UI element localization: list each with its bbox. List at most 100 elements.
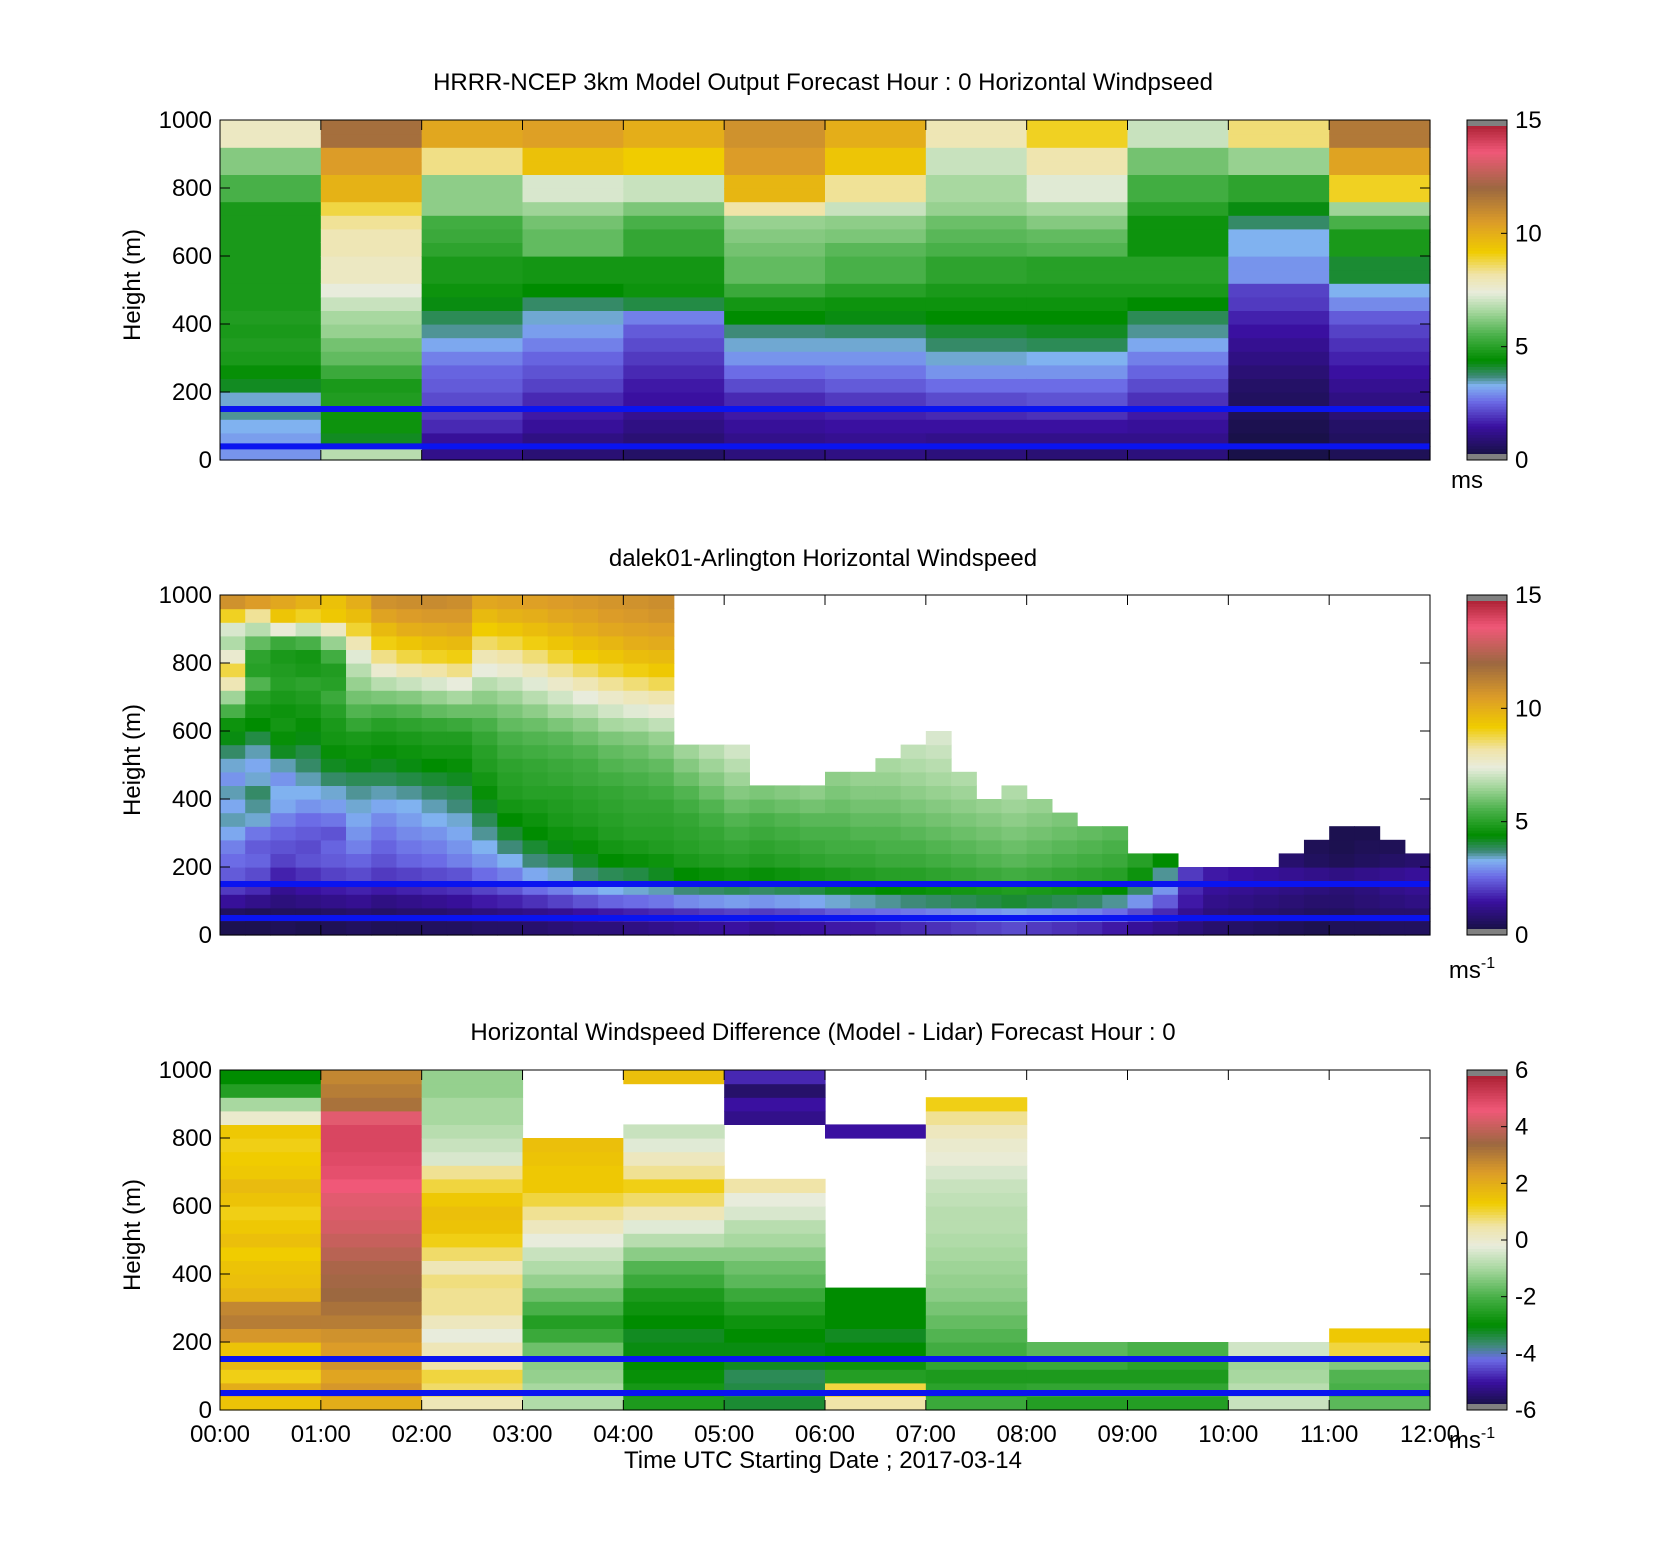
heatmap-cell: [547, 649, 574, 664]
colorbar-segment: [1467, 1325, 1507, 1329]
colorbar-segment: [1467, 671, 1507, 675]
heatmap-cell: [623, 351, 725, 366]
colorbar-segment: [1467, 335, 1507, 339]
heatmap-cell: [320, 1233, 423, 1248]
heatmap-cell: [396, 785, 423, 800]
heatmap-cell: [925, 839, 952, 854]
heatmap-cell: [572, 731, 599, 746]
heatmap-cell: [320, 1328, 423, 1343]
heatmap-cell: [421, 1301, 524, 1316]
heatmap-cell: [623, 649, 650, 664]
heatmap-cell: [623, 1138, 725, 1153]
colorbar-segment: [1467, 275, 1507, 280]
heatmap-cell: [547, 731, 574, 746]
heatmap-cell: [598, 744, 624, 759]
heatmap-cell: [951, 921, 977, 936]
heatmap-cell: [648, 690, 675, 705]
heatmap-cell: [799, 812, 826, 827]
colorbar-segment: [1467, 697, 1507, 701]
heatmap-cell: [1228, 310, 1330, 325]
heatmap-cell: [497, 826, 524, 841]
colorbar-segment: [1467, 1398, 1507, 1402]
colorbar-segment: [1467, 1155, 1507, 1159]
heatmap-cell: [220, 1165, 322, 1180]
heatmap-cell: [648, 744, 675, 759]
heatmap-cell: [724, 1192, 826, 1207]
heatmap-cell: [270, 622, 297, 637]
colorbar-segment: [1467, 414, 1507, 418]
heatmap-cell: [1127, 1369, 1229, 1384]
heatmap-cell: [522, 1301, 624, 1316]
heatmap-cell: [572, 717, 599, 732]
colorbar-segment: [1467, 657, 1507, 661]
heatmap-cell: [1077, 839, 1103, 854]
colorbar-segment: [1467, 1225, 1507, 1230]
colorbar-segment: [1467, 139, 1507, 144]
heatmap-cell: [623, 703, 650, 718]
heatmap-cell: [522, 690, 549, 705]
heatmap-cell: [1127, 242, 1229, 257]
heatmap-cell: [925, 785, 952, 800]
x-tick-label: 04:00: [593, 1421, 653, 1448]
heatmap-cell: [1102, 921, 1129, 936]
heatmap-cell: [522, 1396, 624, 1411]
colorbar-segment: [1467, 813, 1507, 817]
colorbar-segment: [1467, 258, 1507, 263]
colorbar-segment: [1467, 753, 1507, 757]
heatmap-cell: [371, 635, 398, 650]
colorbar-tick-label: -2: [1515, 1284, 1536, 1311]
heatmap-cell: [1329, 337, 1431, 352]
x-tick-label: 01:00: [291, 1421, 351, 1448]
heatmap-cell: [320, 283, 423, 298]
colorbar-segment: [1467, 920, 1507, 925]
heatmap-cell: [547, 703, 574, 718]
y-tick-label: 400: [172, 1261, 212, 1288]
heatmap-cell: [295, 731, 322, 746]
heatmap-cell: [371, 676, 398, 691]
heatmap-cell: [1278, 867, 1305, 882]
colorbar-unit: ms-1: [1449, 955, 1495, 984]
colorbar-segment: [1467, 270, 1507, 274]
colorbar-segment: [1467, 1075, 1507, 1079]
colorbar-segment: [1467, 349, 1507, 353]
heatmap-cell: [320, 296, 423, 311]
heatmap-cell: [421, 1314, 524, 1329]
colorbar-segment: [1467, 131, 1507, 135]
heatmap-cell: [623, 133, 725, 148]
heatmap-cell: [220, 1274, 322, 1289]
heatmap-cell: [547, 635, 574, 650]
heatmap-cell: [724, 446, 826, 461]
heatmap-cell: [875, 921, 902, 936]
heatmap-cell: [925, 1246, 1028, 1261]
heatmap-cell: [1026, 242, 1129, 257]
heatmap-cell: [623, 1314, 725, 1329]
colorbar-segment: [1467, 603, 1507, 607]
heatmap-cell: [1127, 310, 1229, 325]
heatmap-cell: [799, 785, 826, 800]
heatmap-cell: [1127, 188, 1229, 203]
heatmap-cell: [497, 649, 524, 664]
heatmap-cell: [1102, 826, 1129, 841]
heatmap-cell: [220, 595, 246, 610]
colorbar-segment: [1467, 779, 1507, 783]
heatmap-cell: [320, 1287, 423, 1302]
x-tick-label: 02:00: [392, 1421, 452, 1448]
colorbar-segment: [1467, 253, 1507, 257]
heatmap-cell: [346, 717, 372, 732]
heatmap-cell: [1026, 133, 1129, 148]
heatmap-cell: [1228, 201, 1330, 216]
heatmap-cell: [220, 758, 246, 773]
heatmap-cell: [472, 649, 498, 664]
heatmap-cell: [295, 676, 322, 691]
heatmap-cell: [648, 921, 675, 936]
heatmap-cell: [446, 744, 473, 759]
heatmap-cell: [1329, 853, 1355, 868]
heatmap-cell: [925, 147, 1028, 162]
heatmap-cell: [1379, 921, 1406, 936]
colorbar-segment: [1467, 793, 1507, 797]
colorbar-segment: [1467, 1214, 1507, 1218]
colorbar-segment: [1467, 437, 1507, 441]
heatmap-cell: [623, 1246, 725, 1261]
heatmap-cell: [850, 785, 877, 800]
heatmap-cell: [825, 812, 851, 827]
